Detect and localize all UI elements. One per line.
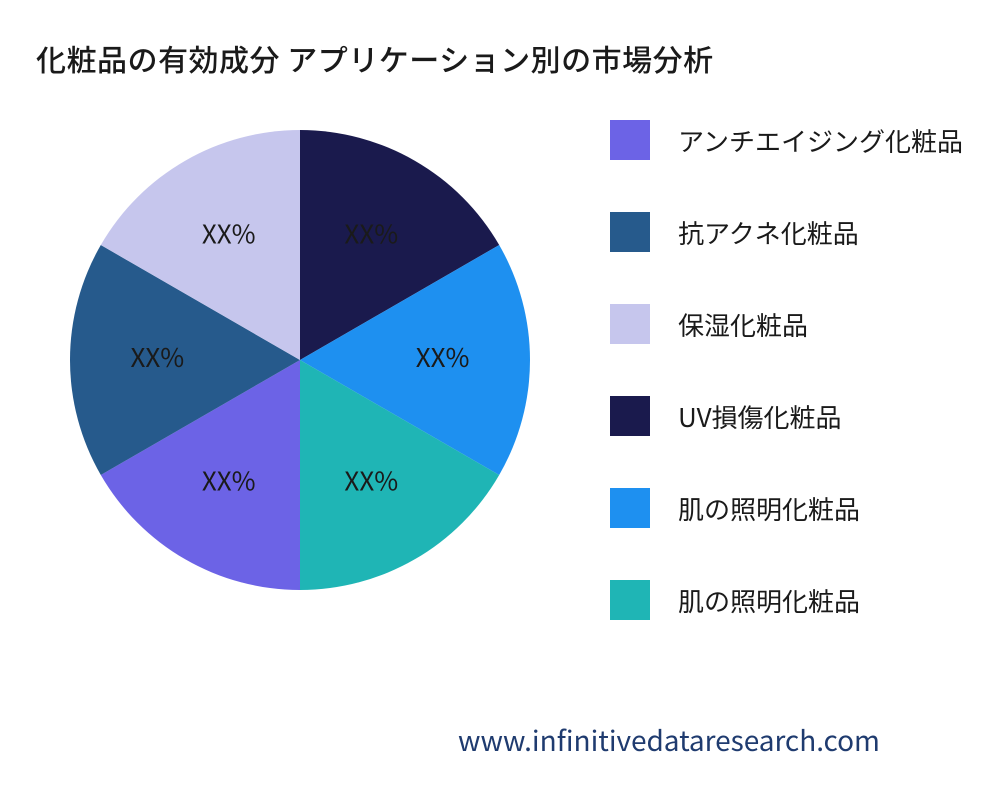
legend: アンチエイジング化粧品抗アクネ化粧品保湿化粧品 UV損傷化粧品肌の照明化粧品肌の照…	[610, 120, 1000, 672]
legend-label: 肌の照明化粧品	[678, 490, 860, 527]
chart-title: 化粧品の有効成分 アプリケーション別の市場分析	[36, 36, 714, 80]
pie-slice-label-anti_acne: XX%	[131, 338, 185, 375]
legend-swatch	[610, 304, 650, 344]
pie-chart: XX% XX% XX% XX% XX% XX%	[60, 120, 540, 600]
legend-label: アンチエイジング化粧品	[678, 122, 963, 159]
legend-label: UV損傷化粧品	[678, 398, 842, 435]
legend-swatch	[610, 488, 650, 528]
pie-slice-label-skin_light_a: XX%	[416, 338, 470, 375]
pie-slice-label-moisturizing: XX%	[202, 215, 256, 252]
legend-swatch	[610, 396, 650, 436]
pie-svg: XX% XX% XX% XX% XX% XX%	[60, 120, 540, 600]
legend-item: 肌の照明化粧品	[610, 580, 1000, 620]
legend-swatch	[610, 580, 650, 620]
pie-slice-label-anti_aging: XX%	[202, 462, 256, 499]
legend-item: UV損傷化粧品	[610, 396, 1000, 436]
pie-slice-label-skin_light_b: XX%	[344, 462, 398, 499]
legend-swatch	[610, 212, 650, 252]
legend-item: 肌の照明化粧品	[610, 488, 1000, 528]
footer-link[interactable]: www.infinitivedataresearch.com	[458, 720, 880, 760]
legend-swatch	[610, 120, 650, 160]
legend-label: 保湿化粧品	[678, 306, 808, 343]
legend-item: アンチエイジング化粧品	[610, 120, 1000, 160]
legend-label: 肌の照明化粧品	[678, 582, 860, 619]
legend-label: 抗アクネ化粧品	[678, 214, 859, 251]
legend-item: 保湿化粧品	[610, 304, 1000, 344]
legend-item: 抗アクネ化粧品	[610, 212, 1000, 252]
pie-slice-label-uv_damage: XX%	[344, 215, 398, 252]
